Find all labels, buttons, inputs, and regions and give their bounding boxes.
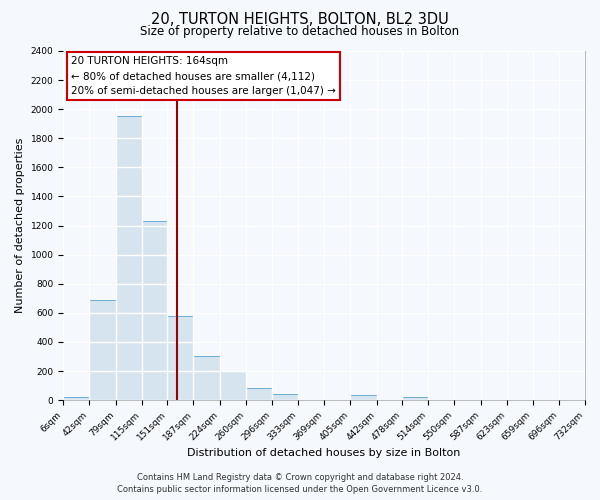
Bar — [193, 356, 220, 400]
Bar — [142, 221, 167, 400]
Bar — [350, 395, 377, 400]
Text: Size of property relative to detached houses in Bolton: Size of property relative to detached ho… — [140, 25, 460, 38]
Bar — [220, 371, 246, 400]
Bar — [89, 300, 116, 400]
Bar — [403, 397, 428, 400]
Bar — [116, 116, 142, 400]
X-axis label: Distribution of detached houses by size in Bolton: Distribution of detached houses by size … — [187, 448, 461, 458]
Text: 20, TURTON HEIGHTS, BOLTON, BL2 3DU: 20, TURTON HEIGHTS, BOLTON, BL2 3DU — [151, 12, 449, 28]
Text: 20 TURTON HEIGHTS: 164sqm
← 80% of detached houses are smaller (4,112)
20% of se: 20 TURTON HEIGHTS: 164sqm ← 80% of detac… — [71, 56, 336, 96]
Bar — [246, 388, 272, 400]
Bar — [63, 397, 89, 400]
Bar — [167, 316, 193, 400]
Bar — [272, 394, 298, 400]
Y-axis label: Number of detached properties: Number of detached properties — [15, 138, 25, 314]
Text: Contains HM Land Registry data © Crown copyright and database right 2024.
Contai: Contains HM Land Registry data © Crown c… — [118, 472, 482, 494]
